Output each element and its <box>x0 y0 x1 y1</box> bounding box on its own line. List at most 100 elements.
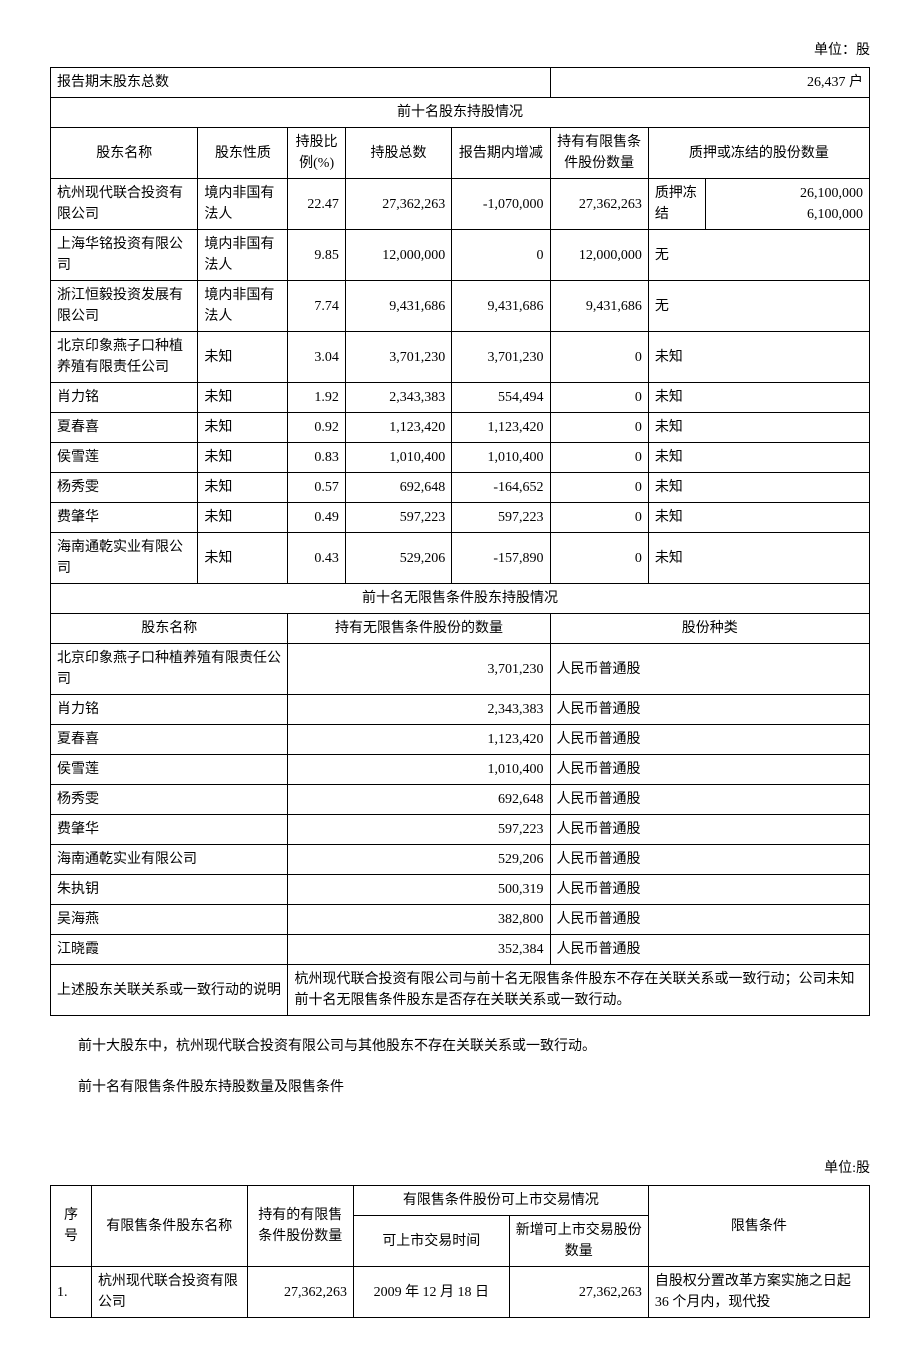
cell-ratio: 3.04 <box>288 332 345 383</box>
cell-restricted: 12,000,000 <box>550 230 648 281</box>
table-row: 吴海燕382,800人民币普通股 <box>51 905 870 935</box>
table-row: 费肇华未知0.49597,223597,2230未知 <box>51 503 870 533</box>
col2-type: 股份种类 <box>550 614 869 644</box>
table-row: 江晓霞352,384人民币普通股 <box>51 935 870 965</box>
cell3-name: 杭州现代联合投资有限公司 <box>91 1267 247 1318</box>
cell-total: 1,010,400 <box>345 443 451 473</box>
cell-total: 597,223 <box>345 503 451 533</box>
cell-change: 1,123,420 <box>452 413 550 443</box>
cell-restricted: 9,431,686 <box>550 281 648 332</box>
cell2-type: 人民币普通股 <box>550 935 869 965</box>
cell3-trade-time: 2009 年 12 月 18 日 <box>354 1267 510 1318</box>
cell-nature: 未知 <box>198 413 288 443</box>
cell-nature: 境内非国有法人 <box>198 281 288 332</box>
cell2-name: 费肇华 <box>51 815 288 845</box>
cell-ratio: 0.43 <box>288 533 345 584</box>
cell-nature: 未知 <box>198 383 288 413</box>
table2-header-row: 股东名称 持有无限售条件股份的数量 股份种类 <box>51 614 870 644</box>
cell2-name: 夏春喜 <box>51 725 288 755</box>
col3-qty: 持有的有限售条件股份数量 <box>247 1186 353 1267</box>
table-row: 上海华铭投资有限公司境内非国有法人9.8512,000,000012,000,0… <box>51 230 870 281</box>
cell-ratio: 1.92 <box>288 383 345 413</box>
cell-pledge-label: 质押冻结 <box>648 179 705 230</box>
cell2-qty: 3,701,230 <box>288 644 550 695</box>
cell2-type: 人民币普通股 <box>550 785 869 815</box>
cell-change: 3,701,230 <box>452 332 550 383</box>
col3-name: 有限售条件股东名称 <box>91 1186 247 1267</box>
relation-row: 上述股东关联关系或一致行动的说明 杭州现代联合投资有限公司与前十名无限售条件股东… <box>51 965 870 1016</box>
cell2-type: 人民币普通股 <box>550 695 869 725</box>
cell-pledge: 未知 <box>648 473 869 503</box>
table-row: 杨秀雯未知0.57692,648-164,6520未知 <box>51 473 870 503</box>
cell2-qty: 1,010,400 <box>288 755 550 785</box>
cell-change: 597,223 <box>452 503 550 533</box>
restricted-table: 序号 有限售条件股东名称 持有的有限售条件股份数量 有限售条件股份可上市交易情况… <box>50 1185 870 1318</box>
paragraph-1: 前十大股东中，杭州现代联合投资有限公司与其他股东不存在关联关系或一致行动。 <box>50 1036 870 1057</box>
cell-ratio: 0.83 <box>288 443 345 473</box>
cell2-name: 肖力铭 <box>51 695 288 725</box>
cell-nature: 未知 <box>198 473 288 503</box>
cell-pledge: 未知 <box>648 503 869 533</box>
cell-nature: 未知 <box>198 533 288 584</box>
cell2-name: 侯雪莲 <box>51 755 288 785</box>
col-total: 持股总数 <box>345 128 451 179</box>
cell2-qty: 500,319 <box>288 875 550 905</box>
table-row: 朱执钥500,319人民币普通股 <box>51 875 870 905</box>
table-row: 杨秀雯692,648人民币普通股 <box>51 785 870 815</box>
cell-total: 9,431,686 <box>345 281 451 332</box>
cell2-qty: 382,800 <box>288 905 550 935</box>
cell2-type: 人民币普通股 <box>550 875 869 905</box>
cell3-seq: 1. <box>51 1267 92 1318</box>
cell-nature: 境内非国有法人 <box>198 230 288 281</box>
section2-title: 前十名无限售条件股东持股情况 <box>51 584 870 614</box>
cell-total: 1,123,420 <box>345 413 451 443</box>
summary-row: 报告期末股东总数 26,437 户 <box>51 68 870 98</box>
col-pledge: 质押或冻结的股份数量 <box>648 128 869 179</box>
table-row: 1.杭州现代联合投资有限公司27,362,2632009 年 12 月 18 日… <box>51 1267 870 1318</box>
cell3-qty: 27,362,263 <box>247 1267 353 1318</box>
section1-title: 前十名股东持股情况 <box>51 98 870 128</box>
cell2-name: 北京印象燕子口种植养殖有限责任公司 <box>51 644 288 695</box>
cell-name: 北京印象燕子口种植养殖有限责任公司 <box>51 332 198 383</box>
col3-trade-add: 新增可上市交易股份数量 <box>509 1216 648 1267</box>
cell2-type: 人民币普通股 <box>550 725 869 755</box>
cell2-type: 人民币普通股 <box>550 845 869 875</box>
relation-label: 上述股东关联关系或一致行动的说明 <box>51 965 288 1016</box>
col-nature: 股东性质 <box>198 128 288 179</box>
cell-name: 浙江恒毅投资发展有限公司 <box>51 281 198 332</box>
cell-change: 0 <box>452 230 550 281</box>
summary-value: 26,437 户 <box>550 68 869 98</box>
cell-nature: 境内非国有法人 <box>198 179 288 230</box>
cell-change: -164,652 <box>452 473 550 503</box>
table-row: 杭州现代联合投资有限公司境内非国有法人22.4727,362,263-1,070… <box>51 179 870 230</box>
cell-total: 3,701,230 <box>345 332 451 383</box>
cell-restricted: 27,362,263 <box>550 179 648 230</box>
col3-seq: 序号 <box>51 1186 92 1267</box>
col-ratio: 持股比例(%) <box>288 128 345 179</box>
cell-pledge: 无 <box>648 281 869 332</box>
table-row: 费肇华597,223人民币普通股 <box>51 815 870 845</box>
cell-name: 海南通乾实业有限公司 <box>51 533 198 584</box>
cell2-type: 人民币普通股 <box>550 905 869 935</box>
col-change: 报告期内增减 <box>452 128 550 179</box>
table-row: 夏春喜未知0.921,123,4201,123,4200未知 <box>51 413 870 443</box>
table-row: 北京印象燕子口种植养殖有限责任公司未知3.043,701,2303,701,23… <box>51 332 870 383</box>
col-restricted: 持有有限售条件股份数量 <box>550 128 648 179</box>
table3-header-row1: 序号 有限售条件股东名称 持有的有限售条件股份数量 有限售条件股份可上市交易情况… <box>51 1186 870 1216</box>
cell-change: -1,070,000 <box>452 179 550 230</box>
cell-change: 554,494 <box>452 383 550 413</box>
cell-name: 上海华铭投资有限公司 <box>51 230 198 281</box>
cell-restricted: 0 <box>550 503 648 533</box>
col3-trade-time: 可上市交易时间 <box>354 1216 510 1267</box>
cell2-qty: 2,343,383 <box>288 695 550 725</box>
cell2-qty: 352,384 <box>288 935 550 965</box>
table-row: 肖力铭2,343,383人民币普通股 <box>51 695 870 725</box>
cell-pledge: 未知 <box>648 533 869 584</box>
cell2-qty: 597,223 <box>288 815 550 845</box>
cell3-condition: 自股权分置改革方案实施之日起 36 个月内，现代投 <box>648 1267 869 1318</box>
table-row: 海南通乾实业有限公司529,206人民币普通股 <box>51 845 870 875</box>
cell-nature: 未知 <box>198 443 288 473</box>
cell2-qty: 529,206 <box>288 845 550 875</box>
cell-name: 费肇华 <box>51 503 198 533</box>
cell-change: 1,010,400 <box>452 443 550 473</box>
